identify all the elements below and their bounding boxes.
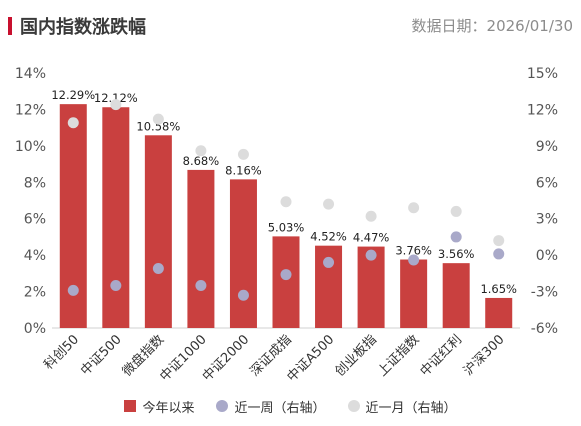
dot-week — [67, 284, 79, 296]
bar-ytd — [442, 263, 470, 328]
legend-swatch-ytd — [124, 400, 137, 412]
right-axis-tick-label: -6% — [531, 321, 558, 337]
category-label: 中证红利 — [417, 332, 465, 380]
right-axis-tick-label: 0% — [536, 248, 558, 264]
dot-week — [280, 269, 292, 281]
category-label: 上证指数 — [375, 332, 422, 379]
bar-value-label: 10.58% — [136, 119, 180, 133]
dot-month — [110, 99, 122, 111]
bar-value-label: 12.29% — [51, 88, 95, 102]
bar-value-label: 8.16% — [225, 163, 262, 177]
legend-swatch-month — [347, 400, 360, 412]
legend-label-month: 近一月（右轴） — [365, 400, 457, 416]
category-label: 沪深300 — [460, 332, 507, 379]
category-label: 中证2000 — [200, 332, 252, 384]
left-axis-tick-label: 2% — [24, 285, 46, 301]
title-accent-bar — [8, 17, 12, 35]
chart-title: 国内指数涨跌幅 — [20, 17, 146, 38]
dot-week — [152, 263, 164, 274]
bar-value-label: 3.76% — [395, 244, 432, 258]
legend-label-week: 近一周（右轴） — [234, 400, 326, 416]
right-axis-tick-label: 15% — [527, 66, 558, 82]
chart-legend: 今年以来 近一周（右轴） 近一月（右轴） — [0, 396, 581, 416]
left-axis-tick-label: 14% — [15, 66, 46, 82]
right-axis-tick-label: 9% — [536, 139, 558, 155]
legend-label-ytd: 今年以来 — [142, 400, 195, 416]
legend-swatch-week — [216, 400, 229, 412]
bar-ytd — [102, 107, 130, 328]
legend-item-ytd: 今年以来 — [124, 397, 194, 416]
legend-item-week: 近一周（右轴） — [216, 397, 326, 416]
dot-week — [450, 231, 462, 243]
bar-ytd — [485, 297, 513, 328]
left-axis-tick-label: 12% — [15, 102, 46, 118]
bar-ytd — [229, 179, 257, 328]
category-label: 中证A500 — [285, 332, 338, 385]
right-axis-tick-label: -3% — [531, 285, 558, 301]
dot-month — [280, 196, 292, 208]
chart-header: 国内指数涨跌幅 数据日期：2026/01/30 — [0, 0, 581, 52]
bar-value-label: 4.47% — [353, 231, 390, 245]
data-date: 数据日期：2026/01/30 — [411, 17, 573, 35]
left-axis-tick-label: 8% — [24, 175, 46, 191]
bar-value-label: 4.52% — [310, 230, 347, 244]
dot-month — [408, 202, 420, 214]
bar-ytd — [187, 169, 215, 328]
category-label: 中证500 — [78, 332, 125, 379]
dot-month — [450, 205, 462, 217]
bar-value-label: 3.56% — [438, 247, 475, 261]
dot-week — [110, 280, 122, 291]
bar-ytd — [272, 236, 300, 328]
dot-week — [493, 248, 505, 260]
dot-week — [237, 289, 249, 301]
dot-month — [195, 145, 207, 157]
right-axis-tick-label: 6% — [536, 175, 558, 191]
left-axis-tick-label: 0% — [24, 321, 46, 337]
dot-month — [493, 235, 505, 247]
legend-item-month: 近一月（右轴） — [347, 397, 457, 416]
dot-week — [365, 249, 377, 261]
bar-value-label: 1.65% — [480, 282, 517, 296]
bar-ytd — [144, 135, 172, 328]
bar-value-label: 5.03% — [268, 220, 305, 234]
dot-week — [195, 280, 207, 291]
left-axis-tick-label: 6% — [24, 212, 46, 228]
right-axis-tick-label: 3% — [536, 212, 558, 228]
left-axis-tick-label: 4% — [24, 248, 46, 264]
right-axis-tick-label: 12% — [527, 102, 558, 118]
bar-value-label: 12.12% — [94, 91, 138, 105]
dot-week — [408, 254, 420, 266]
dot-month — [152, 113, 164, 125]
category-label: 创业板指 — [333, 332, 380, 379]
bar-ytd — [400, 259, 428, 328]
category-label: 科创50 — [41, 332, 82, 373]
left-axis-tick-label: 10% — [15, 139, 46, 155]
bar-value-label: 8.68% — [183, 154, 220, 168]
dot-month — [323, 198, 335, 210]
dot-month — [67, 117, 79, 129]
dot-month — [365, 210, 377, 222]
dot-month — [237, 148, 249, 160]
dot-week — [323, 256, 335, 268]
